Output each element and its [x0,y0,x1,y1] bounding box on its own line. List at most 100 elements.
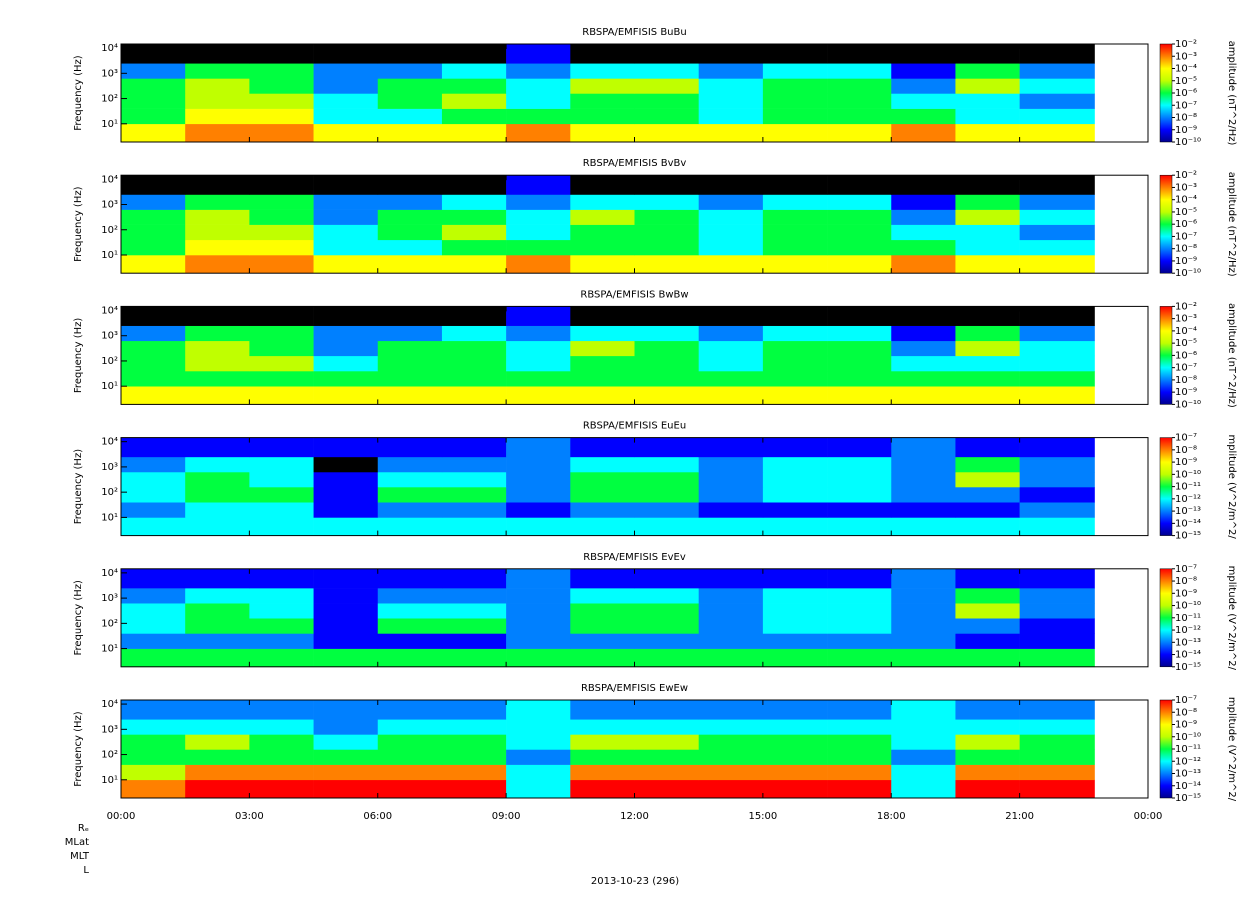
heatmap-cell [955,194,1020,210]
colorbar [1159,43,1173,143]
heatmap-cell [762,471,828,488]
heatmap-cell [827,734,892,750]
heatmap-cell [1019,471,1095,488]
heatmap-cell [506,386,571,405]
heatmap-cell [698,370,764,387]
heatmap-cell [1019,517,1095,536]
heatmap-cell [441,370,507,387]
colorbar-tick-label: 10⁻⁹ [1175,256,1197,267]
colorbar-tick-label: 10⁻⁸ [1175,445,1197,456]
heatmap-cell [570,254,635,274]
panel-title: RBSPA/EMFISIS EuEu [583,421,686,432]
heatmap-cell [506,209,571,225]
heatmap-cell [827,700,892,720]
heatmap-cell [955,209,1020,225]
x-tick-label: 15:00 [748,811,777,822]
heatmap-cell [185,370,250,387]
heatmap-cell [506,340,571,357]
heatmap-cell [121,370,186,387]
heatmap-cell [185,78,250,94]
heatmap-cell [506,194,571,210]
heatmap-cell [827,648,892,668]
heatmap-cell [313,648,379,668]
y-tick-label: 10⁴ [101,43,118,54]
heatmap-cell [441,386,507,405]
heatmap-cell [762,108,828,125]
heatmap-cell [570,618,635,634]
heatmap-cell [441,648,507,668]
heatmap-cell [441,325,507,342]
heatmap-cell [377,779,443,799]
heatmap-cell [441,618,507,634]
heatmap-cell [634,487,699,503]
heatmap-cell [570,123,635,143]
heatmap-cell [506,306,571,326]
heatmap-cell [955,370,1020,387]
heatmap-cell [377,325,443,342]
heatmap-cell [634,224,699,241]
heatmap-cell [891,437,956,458]
heatmap-cell [1019,568,1095,589]
heatmap-cell [891,749,956,765]
heatmap-cell [570,568,635,589]
heatmap-cell [698,63,764,79]
colorbar-tick-label: 10⁻¹⁴ [1175,650,1201,661]
heatmap-cell [955,648,1020,668]
heatmap [121,700,1095,799]
heatmap-cell [249,734,314,750]
heatmap-cell [121,386,186,405]
heatmap-cell [698,779,764,799]
heatmap [121,568,1095,668]
heatmap-cell [827,224,892,241]
heatmap-cell [1019,44,1095,64]
heatmap [121,306,1095,405]
heatmap-cell [762,93,828,109]
heatmap-cell [891,108,956,125]
heatmap-cell [827,209,892,225]
heatmap-cell [698,194,764,210]
heatmap-cell [185,719,250,735]
heatmap-cell [185,779,250,799]
heatmap-cell [185,618,250,634]
colorbar [1159,437,1173,536]
heatmap-cell [634,175,699,195]
heatmap-cell [762,306,828,326]
heatmap-cell [121,254,186,274]
heatmap-cell [762,648,828,668]
heatmap-cell [570,471,635,488]
y-tick-label: 10⁴ [101,568,118,579]
heatmap-cell [827,618,892,634]
y-tick-label: 10³ [101,593,118,604]
heatmap-cell [1019,325,1095,342]
colorbar-tick-label: 10⁻⁷ [1175,100,1197,111]
colorbar-tick-label: 10⁻¹¹ [1175,613,1201,624]
heatmap-cell [698,487,764,503]
heatmap-cell [891,700,956,720]
y-tick-label: 10¹ [101,119,118,130]
panel-title: RBSPA/EMFISIS BwBw [580,289,688,300]
y-tick-label: 10¹ [101,775,118,786]
heatmap-cell [827,44,892,64]
heatmap-cell [506,437,571,458]
heatmap-cell [506,325,571,342]
heatmap-cell [506,502,571,518]
heatmap-cell [441,224,507,241]
heatmap-cell [955,719,1020,735]
heatmap-cell [313,502,379,518]
heatmap-cell [377,224,443,241]
heatmap-cell [185,340,250,357]
heatmap-cell [506,123,571,143]
heatmap-cell [698,437,764,458]
heatmap-cell [249,700,314,720]
heatmap-cell [377,749,443,765]
heatmap-cell [827,306,892,326]
heatmap-cell [570,734,635,750]
heatmap-cell [121,779,186,799]
heatmap-cell [313,224,379,241]
heatmap-cell [249,764,314,781]
heatmap-cell [506,764,571,781]
heatmap-cell [377,487,443,503]
heatmap-cell [249,78,314,94]
colorbar-tick-label: 10⁻¹⁰ [1175,268,1201,279]
heatmap-cell [827,487,892,503]
